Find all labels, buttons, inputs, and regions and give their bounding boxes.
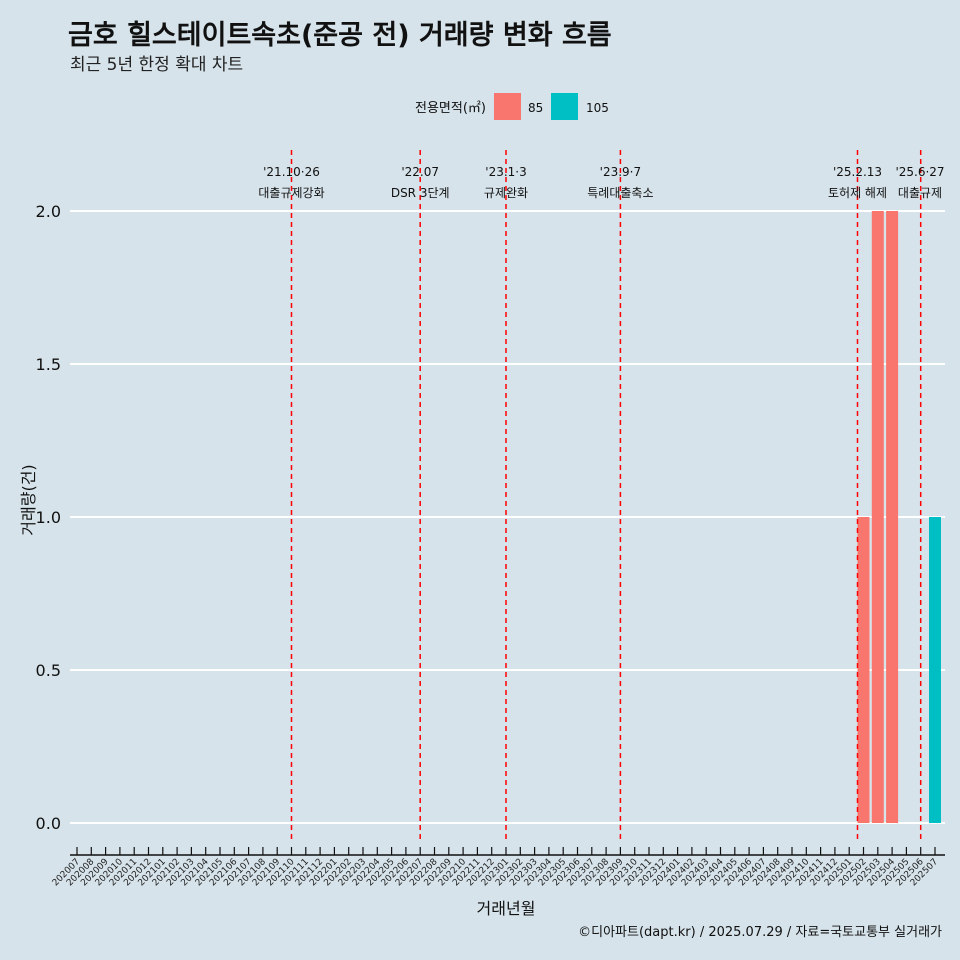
legend-swatch-105: [551, 93, 578, 120]
x-axis-title: 거래년월: [477, 899, 536, 918]
event-label: DSR 3단계: [391, 186, 450, 200]
event-label: 대출규제강화: [258, 186, 324, 200]
event-label: 특례대출축소: [587, 186, 653, 200]
legend: 전용면적(㎡) 85 105: [415, 93, 609, 120]
event-label: 대출규제: [898, 186, 942, 200]
legend-title: 전용면적(㎡): [415, 101, 486, 116]
event-date: '25.2.13: [833, 165, 882, 179]
legend-label-85: 85: [528, 101, 543, 115]
legend-label-105: 105: [586, 101, 609, 115]
bars: [857, 211, 941, 823]
chart-subtitle: 최근 5년 한정 확대 차트: [70, 55, 243, 75]
legend-swatch-85: [494, 93, 521, 120]
event-date: '21.10·26: [263, 165, 320, 179]
event-date: '22.07: [401, 165, 439, 179]
event-date: '25.6·27: [895, 165, 944, 179]
y-tick-label: 0.5: [36, 661, 61, 680]
y-tick-label: 1.5: [36, 355, 61, 374]
event-markers: '21.10·26 대출규제강화 '22.07 DSR 3단계 '23.1·3 규제완화 '…: [258, 150, 945, 842]
event-date: '23.9·7: [600, 165, 641, 179]
grid-lines: [70, 210, 945, 824]
y-axis: 0.0 0.5 1.0 1.5 2.0: [36, 202, 61, 833]
chart-title: 금호 힐스테이트속초(준공 전) 거래량 변화 흐름: [68, 20, 612, 51]
bar-105-202507: [929, 517, 941, 823]
bar-85-202502: [857, 517, 870, 823]
event-label: 규제완화: [484, 186, 528, 200]
x-axis: 2020072020082020092020102020112020122021…: [51, 847, 945, 888]
y-tick-label: 2.0: [36, 202, 61, 221]
y-tick-label: 1.0: [36, 508, 61, 527]
event-label: 토허제 해제: [828, 186, 887, 200]
bar-85-202504: [886, 211, 899, 823]
y-tick-label: 0.0: [36, 814, 61, 833]
caption: ©디아파트(dapt.kr) / 2025.07.29 / 자료=국토교통부 실…: [578, 925, 942, 940]
event-date: '23.1·3: [485, 165, 526, 179]
bar-85-202503: [871, 211, 884, 823]
y-axis-title: 거래량(건): [19, 464, 38, 535]
